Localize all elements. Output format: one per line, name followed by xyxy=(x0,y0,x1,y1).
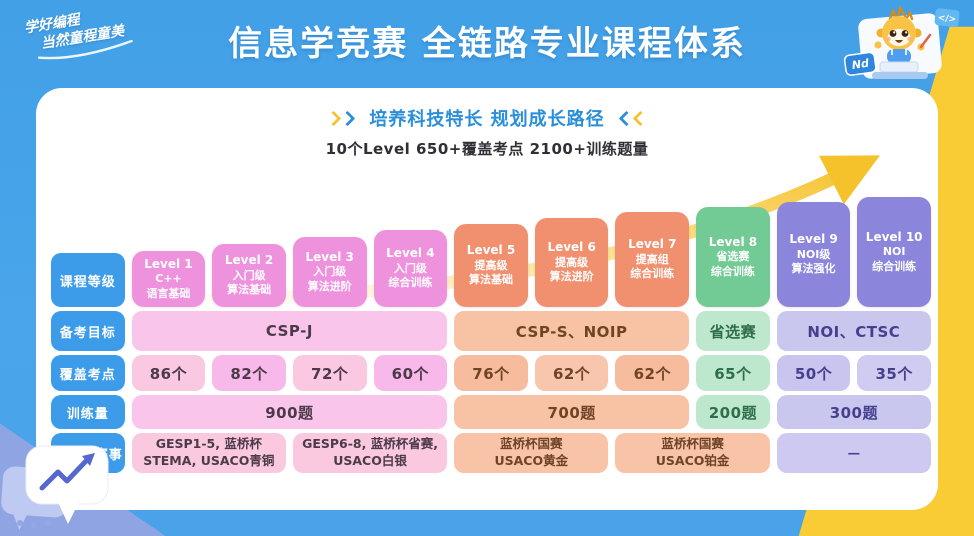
exam-target-cell: NOI、CTSC xyxy=(776,311,931,351)
trend-arrow-icon xyxy=(39,453,95,491)
level-card: Level 5 提高级 算法基础 xyxy=(454,224,528,307)
page-title: 信息学竞赛 全链路专业课程体系 xyxy=(228,24,746,64)
coverage-cell: 62个 xyxy=(615,355,690,391)
coverage-cell: 82个 xyxy=(212,355,286,391)
chat-bubble-illustration xyxy=(1,445,109,530)
row-label: 备考目标 xyxy=(51,311,125,351)
main-card: 培养科技特长 规划成长路径 10个Level 650+覆盖考点 2100+训练题… xyxy=(36,88,938,510)
exam-target-cell: CSP-S、NOIP xyxy=(454,311,690,351)
coverage-cell: 60个 xyxy=(373,355,448,391)
row-label: 覆盖考点 xyxy=(51,355,125,391)
level-card: Level 6 提高级 算法进阶 xyxy=(534,218,609,307)
competition-cell: 蓝桥杯国赛 USACO黄金 xyxy=(454,433,609,473)
nd-logo-badge: Nd xyxy=(843,51,877,76)
svg-text:</>: </> xyxy=(937,13,956,25)
level-card: Level 9 NOI级 算法强化 xyxy=(776,202,851,307)
coverage-cell: 86个 xyxy=(131,355,206,391)
coverage-cell: 35个 xyxy=(857,355,931,391)
training-volume-cell: 300题 xyxy=(776,395,931,429)
competition-cell: — xyxy=(776,433,931,473)
level-card: Level 3 入门级 算法进阶 xyxy=(292,237,367,307)
subtitle-text: 培养科技特长 规划成长路径 xyxy=(369,109,605,130)
level-card: Level 8 省选赛 综合训练 xyxy=(696,207,770,307)
training-volume-cell: 900题 xyxy=(131,395,448,429)
training-volume-cell: 200题 xyxy=(696,395,770,429)
training-volume-cell: 700题 xyxy=(454,395,690,429)
level-card: Level 2 入门级 算法基础 xyxy=(212,244,286,307)
coverage-cell: 65个 xyxy=(696,355,770,391)
svg-text:Nd: Nd xyxy=(851,57,870,72)
level-card: Level 4 入门级 综合训练 xyxy=(373,230,448,307)
coverage-cell: 50个 xyxy=(776,355,851,391)
competition-cell: GESP6-8, 蓝桥杯省赛, USACO白银 xyxy=(292,433,448,473)
row-label: 课程等级 xyxy=(51,253,125,307)
coverage-cell: 62个 xyxy=(534,355,609,391)
stats-line: 10个Level 650+覆盖考点 2100+训练题量 xyxy=(325,140,649,158)
row-label: 训练量 xyxy=(51,395,125,429)
level-card: Level 7 提高组 综合训练 xyxy=(615,212,690,307)
mascot-illustration: </> Nd xyxy=(843,4,960,79)
brand-slogan: 学好编程 当然童程童美 xyxy=(23,4,137,66)
section-subtitle: 培养科技特长 规划成长路径 xyxy=(36,105,938,131)
exam-target-cell: 省选赛 xyxy=(696,311,770,351)
competition-cell: 蓝桥杯国赛 USACO铂金 xyxy=(615,433,770,473)
coverage-cell: 76个 xyxy=(454,355,528,391)
mascot-character xyxy=(872,4,932,79)
competition-cell: GESP1-5, 蓝桥杯 STEMA, USACO青铜 xyxy=(131,433,286,473)
coverage-cell: 72个 xyxy=(292,355,367,391)
code-badge: </> xyxy=(934,8,960,28)
exam-target-cell: CSP-J xyxy=(131,311,448,351)
level-card: Level 10 NOI 综合训练 xyxy=(857,197,931,307)
slogan-underline-icon xyxy=(37,39,133,60)
chevrons-left-icon xyxy=(618,110,648,126)
level-card: Level 1 C++ 语言基础 xyxy=(131,251,206,307)
chevrons-right-icon xyxy=(326,110,356,126)
course-table: 课程等级备考目标覆盖考点训练量可参与赛事Level 1C++语言基础Level … xyxy=(51,197,931,473)
